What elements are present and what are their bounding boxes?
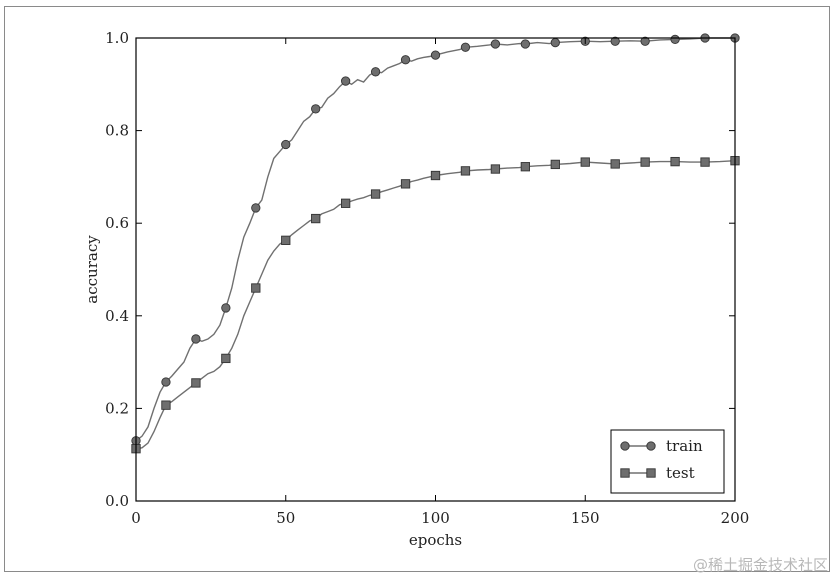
y-tick-label: 0.4 [105, 307, 129, 325]
data-point-train [221, 303, 231, 313]
data-point-test [580, 157, 590, 167]
legend-marker-train [646, 441, 656, 451]
data-point-test [490, 164, 501, 174]
legend-marker-test [620, 468, 630, 478]
x-tick-label: 100 [421, 509, 450, 527]
legend-label-test: test [666, 464, 695, 482]
data-point-test [281, 235, 291, 245]
data-point-train [670, 34, 680, 45]
data-point-test [221, 353, 231, 364]
data-point-train [161, 377, 171, 387]
data-point-test [191, 378, 201, 388]
data-point-test [400, 179, 411, 189]
data-point-train [191, 334, 201, 344]
data-point-train [251, 203, 261, 213]
y-tick-label: 0.6 [105, 214, 129, 232]
data-point-test [460, 166, 471, 176]
data-point-test [370, 189, 381, 199]
data-point-test [700, 157, 710, 167]
data-point-test [251, 283, 261, 293]
legend-marker-train [620, 441, 630, 451]
x-tick-label: 200 [721, 509, 750, 527]
x-tick-label: 50 [276, 509, 295, 527]
data-point-train [520, 39, 530, 49]
legend: train test [610, 429, 725, 494]
watermark-text: @稀土掘金技术社区 [692, 556, 828, 574]
data-point-train [610, 36, 620, 46]
legend-label-train: train [666, 437, 703, 455]
y-tick-label: 0.2 [105, 399, 129, 417]
data-point-test [520, 162, 531, 172]
axes: 0 50 100 150 200 0.0 0.2 0.4 0.6 0.8 1.0 epochs accu… [83, 29, 749, 549]
legend-marker-test [646, 468, 656, 478]
data-point-train [430, 50, 441, 60]
data-point-test [610, 159, 620, 169]
data-point-train [550, 37, 560, 48]
data-point-train [490, 39, 501, 49]
y-tick-label: 0.0 [105, 492, 129, 510]
x-tick-label: 0 [131, 509, 141, 527]
data-point-test [550, 159, 560, 170]
legend-box [610, 429, 725, 494]
data-point-train [370, 67, 381, 77]
data-point-test [161, 400, 171, 410]
data-point-test [311, 213, 321, 224]
y-axis-label: accuracy [83, 235, 101, 304]
data-point-test [670, 156, 680, 167]
plot-area [131, 33, 740, 454]
y-tick-label: 1.0 [105, 29, 129, 47]
data-point-test [640, 157, 650, 167]
x-tick-label: 150 [571, 509, 600, 527]
series-line-train [135, 37, 735, 442]
data-point-test [430, 170, 441, 181]
x-axis-label: epochs [409, 531, 462, 549]
data-point-train [311, 104, 321, 114]
data-point-train [400, 55, 411, 65]
data-point-train [640, 36, 650, 46]
data-point-test [341, 198, 351, 208]
data-point-train [460, 42, 471, 52]
y-tick-label: 0.8 [105, 122, 129, 140]
data-point-train [340, 76, 351, 86]
data-point-train [281, 139, 291, 150]
